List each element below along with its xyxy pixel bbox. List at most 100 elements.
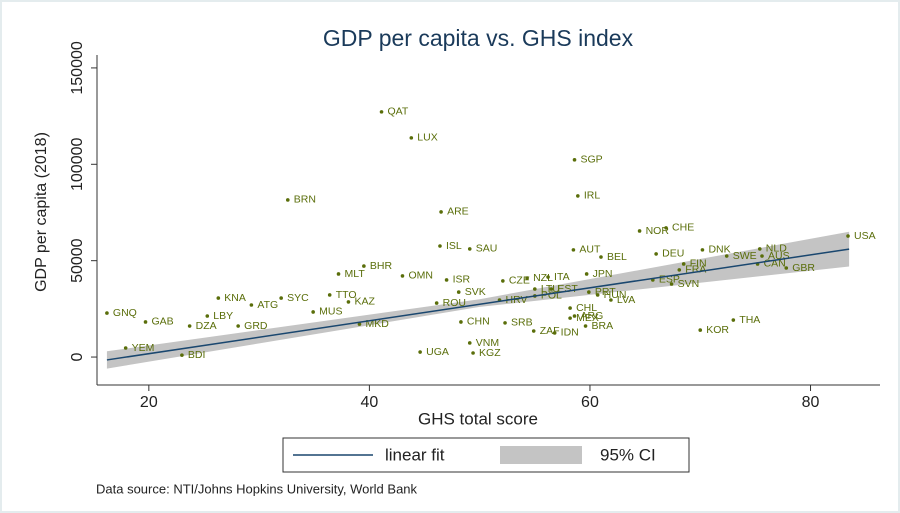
point	[346, 300, 351, 304]
x-tick-label: 80	[802, 394, 820, 411]
point-label: POL	[541, 290, 562, 302]
point-label: MEX	[576, 312, 599, 324]
point-label: FIN	[690, 258, 707, 270]
point	[681, 262, 686, 266]
point	[552, 331, 557, 335]
point-label: JPN	[593, 268, 613, 280]
point	[571, 248, 576, 252]
point-label: AUT	[579, 244, 601, 256]
x-axis-title: GHS total score	[418, 409, 538, 428]
point	[609, 298, 613, 302]
point-label: SVK	[465, 286, 486, 298]
point	[357, 322, 362, 326]
y-tick-label: 100000	[69, 137, 86, 190]
point-label: QAT	[388, 106, 409, 118]
point-label: SYC	[287, 292, 309, 304]
point-label: CHL	[576, 302, 597, 314]
point	[379, 110, 384, 114]
point	[757, 247, 762, 251]
point-label: ISL	[446, 240, 462, 252]
point	[105, 311, 109, 315]
point-label: NOR	[646, 225, 670, 237]
point-label: DEU	[662, 248, 684, 260]
point	[459, 320, 463, 324]
point	[587, 290, 591, 294]
point-label: MLT	[345, 268, 366, 280]
point	[434, 301, 439, 305]
point-label: CHN	[467, 316, 490, 328]
point	[205, 314, 210, 318]
point	[400, 274, 405, 278]
point-label: ATG	[257, 299, 278, 311]
y-tick-label: 150000	[69, 41, 86, 94]
point-label: MUS	[319, 306, 342, 318]
point	[599, 255, 603, 259]
point	[187, 324, 192, 328]
point-label: ARE	[447, 206, 469, 218]
point	[731, 318, 736, 322]
point-label: LVA	[617, 294, 635, 306]
point	[664, 226, 668, 230]
point	[439, 210, 443, 214]
point	[760, 254, 764, 258]
point	[677, 268, 682, 272]
point-label: SWE	[733, 250, 757, 262]
point-label: SGP	[581, 154, 603, 166]
point-label: CZE	[509, 275, 530, 287]
point	[180, 353, 184, 357]
point	[784, 266, 789, 270]
point-label: GNQ	[113, 307, 137, 319]
point-label: ARG	[581, 310, 604, 322]
point-label: BHR	[370, 260, 393, 272]
x-tick-label: 40	[360, 394, 378, 411]
point-label: SRB	[511, 317, 533, 329]
point-label: DNK	[708, 244, 730, 256]
point	[362, 264, 366, 268]
point	[249, 303, 254, 307]
point	[444, 278, 449, 282]
point	[533, 287, 537, 291]
point	[418, 350, 422, 354]
point	[216, 296, 221, 300]
x-tick-label: 60	[581, 394, 599, 411]
chart-title: GDP per capita vs. GHS index	[323, 25, 634, 51]
point-label: KOR	[706, 324, 729, 336]
point	[236, 324, 240, 328]
point-label: CHE	[672, 222, 694, 234]
x-tick-label: 20	[140, 394, 158, 411]
point-label: VNM	[476, 337, 499, 349]
confidence-band	[106, 231, 850, 369]
legend-label: 95% CI	[600, 445, 656, 464]
point-label: LBY	[213, 310, 233, 322]
point-label: HRV	[506, 294, 528, 306]
point-label: FRA	[685, 264, 706, 276]
point-label: LTU	[541, 283, 560, 295]
point	[471, 351, 475, 355]
point-label: NZL	[533, 272, 553, 284]
point	[503, 321, 507, 325]
point	[572, 158, 577, 162]
point	[143, 320, 148, 324]
point-label: ITA	[554, 271, 570, 283]
point-label: SVN	[678, 278, 700, 290]
point-label: USA	[854, 230, 876, 242]
point	[531, 329, 536, 333]
point	[698, 328, 703, 332]
point	[584, 272, 589, 276]
point-label: KNA	[224, 292, 246, 304]
point-label: YEM	[132, 342, 155, 354]
point	[724, 254, 729, 258]
point	[583, 324, 588, 328]
point-label: THA	[739, 314, 760, 326]
point	[595, 293, 600, 297]
point-label: PRT	[595, 286, 616, 298]
point-label: BEL	[607, 251, 627, 263]
point	[549, 287, 554, 291]
y-axis-title: GDP per capita (2018)	[33, 132, 50, 292]
point	[456, 290, 461, 294]
point	[546, 275, 550, 279]
point	[700, 248, 705, 252]
point-label: BDI	[188, 349, 206, 361]
legend-swatch	[500, 446, 582, 464]
